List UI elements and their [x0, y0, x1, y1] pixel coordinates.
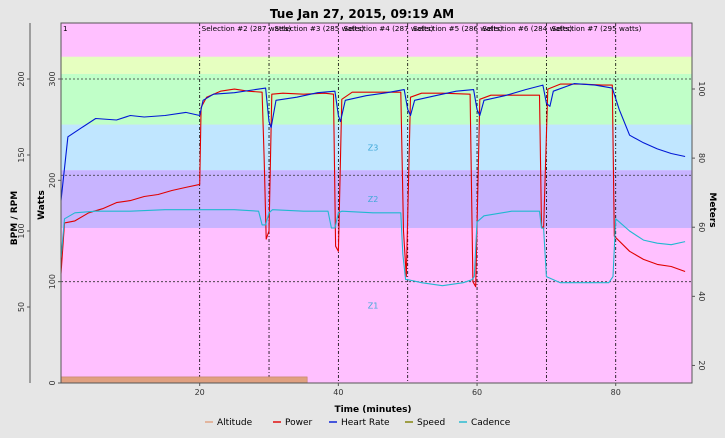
selection-labels: 1 Selection #2 (287 watts)Selection #3 (2… [63, 24, 642, 33]
legend-item-heart-rate: Heart Rate [341, 418, 390, 428]
meters-tick-label-60: 60 [697, 222, 706, 232]
watts-tick-label-0: 0 [48, 380, 57, 385]
meters-axis: 20 40 60 80 100 [692, 81, 706, 371]
altitude-area [60, 376, 308, 384]
zone-band-3 [61, 124, 692, 171]
time-axis-label: Time (minutes) [334, 405, 411, 415]
selection-label-3: Selection #3 (285 watts) [274, 24, 364, 33]
cadence-line [60, 209, 686, 287]
time-tick-label-20: 20 [195, 388, 205, 397]
meters-axis-label: Meters [707, 192, 717, 227]
training-zones [61, 56, 692, 383]
zone-labels: Z1 Z2 Z3 [368, 143, 379, 310]
bpm-rpm-axis-label: BPM / RPM [10, 191, 20, 245]
selection-label-7: Selection #7 (295 watts) [552, 24, 642, 33]
bpm-tick-label-200: 200 [17, 71, 26, 86]
time-axis: 20 40 60 80 [195, 383, 621, 397]
reference-lines [61, 78, 692, 283]
bpm-tick-label-150: 150 [17, 147, 26, 162]
zone-label-z3: Z3 [368, 143, 379, 152]
legend-item-speed: Speed [417, 418, 445, 428]
bpm-tick-label-100: 100 [17, 223, 26, 238]
bpm-tick-label-50: 50 [17, 302, 26, 312]
bpm-rpm-axis: 50 100 150 200 [17, 23, 31, 383]
heart-rate-line [60, 83, 686, 201]
selection-label-2: Selection #2 (287 watts) [202, 24, 292, 33]
meters-tick-label-40: 40 [697, 291, 706, 301]
time-tick-label-80: 80 [611, 388, 621, 397]
legend: Altitude Power Heart Rate Speed Cadence [205, 418, 511, 428]
watts-axis: 0 100 200 300 [48, 23, 62, 386]
meters-tick-label-80: 80 [697, 153, 706, 163]
zone-band-1 [61, 227, 692, 383]
legend-item-altitude: Altitude [217, 418, 253, 428]
watts-tick-label-200: 200 [48, 173, 57, 188]
meters-tick-label-20: 20 [697, 360, 706, 370]
zone-band-2 [61, 170, 692, 228]
selection-label-6: Selection #6 (284 watts) [483, 24, 573, 33]
selection-label-1: 1 [63, 24, 68, 33]
selection-label-4: Selection #4 (287 watts) [344, 24, 434, 33]
watts-axis-label: Watts [37, 190, 47, 220]
power-line [60, 83, 686, 288]
chart-title: Tue Jan 27, 2015, 09:19 AM [270, 7, 454, 21]
time-tick-label-60: 60 [472, 388, 482, 397]
meters-tick-label-100: 100 [697, 81, 706, 96]
zone-band-5 [61, 56, 692, 74]
zone-label-z2: Z2 [368, 195, 379, 204]
legend-item-power: Power [285, 418, 313, 428]
watts-tick-label-100: 100 [48, 274, 57, 289]
zone-label-z1: Z1 [368, 301, 379, 310]
watts-tick-label-300: 300 [48, 71, 57, 86]
legend-item-cadence: Cadence [471, 418, 511, 428]
zone-band-4 [61, 73, 692, 125]
time-tick-label-40: 40 [333, 388, 343, 397]
selection-label-5: Selection #5 (286 watts) [413, 24, 503, 33]
